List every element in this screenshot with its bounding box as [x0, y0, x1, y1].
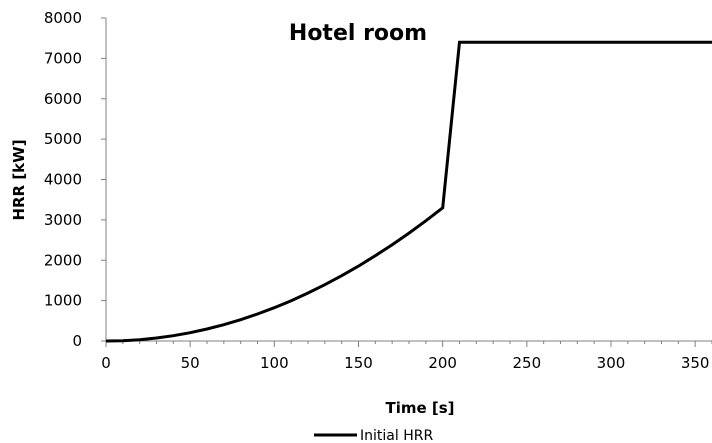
legend: Initial HRR [314, 428, 433, 443]
chart-title: Hotel room [289, 21, 427, 46]
y-tick-label: 2000 [44, 251, 82, 269]
x-tick-label: 100 [260, 354, 289, 372]
y-tick-label: 6000 [44, 90, 82, 108]
x-tick-label: 0 [101, 354, 111, 372]
x-tick-label: 150 [344, 354, 373, 372]
x-tick-label: 350 [681, 354, 710, 372]
y-axis-title: HRR [kW] [10, 139, 28, 220]
y-tick-label: 8000 [44, 9, 82, 27]
x-axis-title: Time [s] [385, 399, 454, 417]
y-axis: 0 1000 2000 3000 4000 5000 6000 7000 8000 [44, 9, 107, 350]
plot-area [105, 40, 712, 343]
y-tick-label: 3000 [44, 211, 82, 229]
y-tick-label: 0 [72, 332, 82, 350]
y-tick-label: 1000 [44, 292, 82, 310]
x-tick-label: 200 [428, 354, 457, 372]
y-tick-label: 5000 [44, 130, 82, 148]
x-axis: 0 50 100 150 200 250 300 350 [101, 340, 712, 372]
y-tick-label: 4000 [44, 171, 82, 189]
x-tick-label: 50 [181, 354, 200, 372]
series-line-0 [105, 40, 712, 343]
y-tick-label: 7000 [44, 49, 82, 67]
x-tick-label: 250 [513, 354, 542, 372]
legend-label: Initial HRR [360, 428, 433, 443]
x-tick-label: 300 [597, 354, 626, 372]
